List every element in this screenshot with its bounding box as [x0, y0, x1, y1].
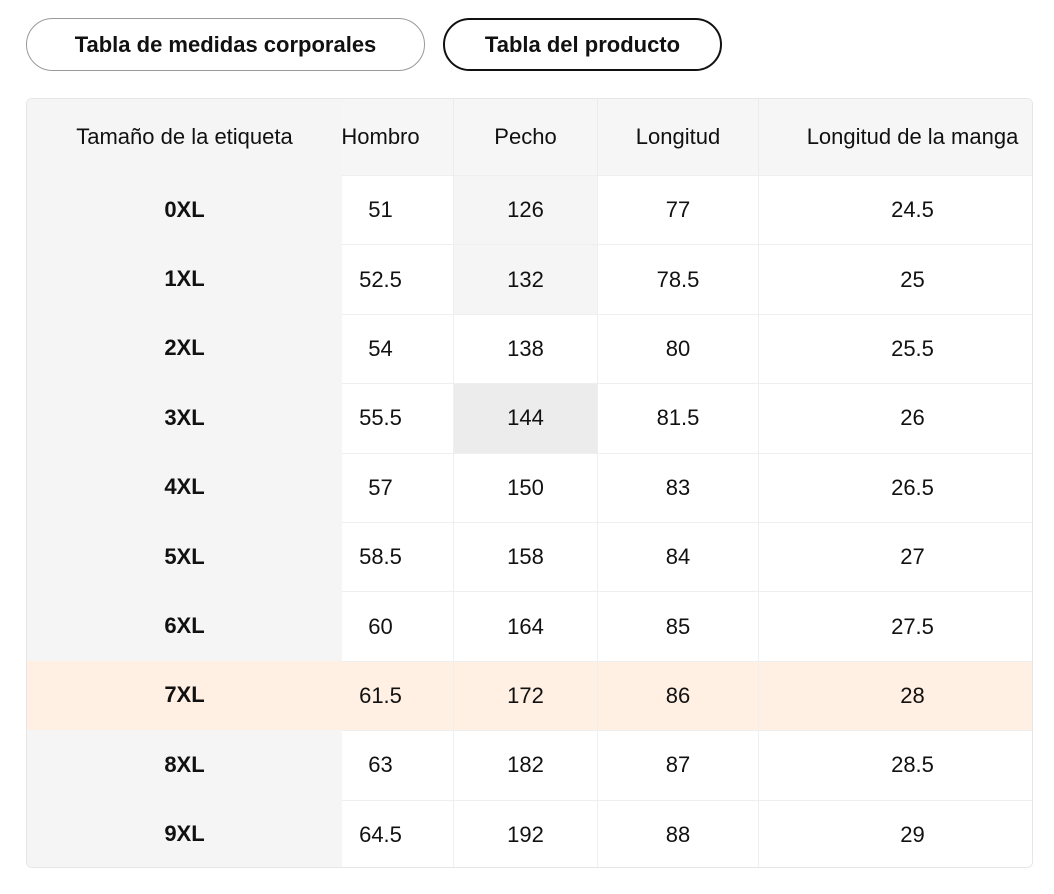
table-cell: 172 — [454, 660, 598, 731]
table-cell: 158 — [454, 522, 598, 592]
table-cell: 60 — [342, 591, 454, 661]
table-cell: 25 — [759, 244, 1032, 314]
row-label: 9XL — [27, 799, 342, 867]
table-cell: 138 — [454, 313, 598, 384]
row-label: 2XL — [27, 313, 342, 384]
row-label: 5XL — [27, 522, 342, 592]
row-label: 1XL — [27, 244, 342, 314]
scroll-area: Hombro Pecho Longitud Longitud de la manga 5… — [342, 99, 1032, 867]
table-cell: 55.5 — [342, 383, 454, 453]
table-cell: 64.5 — [342, 799, 454, 867]
table-cell: 58.5 — [342, 522, 454, 592]
table-cell: 126 — [454, 175, 598, 245]
tab[interactable]: Tabla de medidas corporales — [26, 18, 425, 71]
table-cell: 87 — [598, 730, 759, 800]
table-cell: 52.5 — [342, 244, 454, 314]
table-cell: 132 — [454, 244, 598, 314]
table-cell: 192 — [454, 799, 598, 867]
header-cell: Hombro — [342, 99, 454, 175]
row-label: 0XL — [27, 175, 342, 245]
table-cell: 164 — [454, 591, 598, 661]
header-cell: Tamaño de la etiqueta — [27, 99, 342, 175]
table-cell: 85 — [598, 591, 759, 661]
table-cell: 78.5 — [598, 244, 759, 314]
header-cell: Longitud — [598, 99, 759, 175]
table-cell: 51 — [342, 175, 454, 245]
table-cell: 80 — [598, 313, 759, 384]
table-cell: 88 — [598, 799, 759, 867]
size-table: Hombro Pecho Longitud Longitud de la manga 5… — [26, 98, 1033, 868]
row-label: 6XL — [27, 591, 342, 661]
table-cell: 54 — [342, 313, 454, 384]
table-cell: 29 — [759, 799, 1032, 867]
table-cell: 86 — [598, 660, 759, 731]
table-cell: 83 — [598, 452, 759, 522]
table-cell: 28 — [759, 660, 1032, 731]
scroll-content: Hombro Pecho Longitud Longitud de la manga 5… — [342, 99, 1032, 867]
row-label: 4XL — [27, 452, 342, 522]
table-cell: 144 — [454, 383, 598, 453]
tab-selected[interactable]: Tabla del producto — [443, 18, 722, 71]
table-cell: 150 — [454, 452, 598, 522]
table-cell: 63 — [342, 730, 454, 800]
table-cell: 77 — [598, 175, 759, 245]
table-cell: 25.5 — [759, 313, 1032, 384]
row-label: 8XL — [27, 730, 342, 800]
table-cell: 26 — [759, 383, 1032, 453]
header-cell: Pecho — [454, 99, 598, 175]
table-cell: 27.5 — [759, 591, 1032, 661]
table-cell: 27 — [759, 522, 1032, 592]
table-cell: 57 — [342, 452, 454, 522]
table-cell: 84 — [598, 522, 759, 592]
table-cell: 61.5 — [342, 660, 454, 731]
table-cell: 26.5 — [759, 452, 1032, 522]
table-cell: 28.5 — [759, 730, 1032, 800]
row-label: 7XL — [27, 660, 342, 731]
table-cell: 24.5 — [759, 175, 1032, 245]
header-cell: Longitud de la manga — [759, 99, 1032, 175]
table-cell: 182 — [454, 730, 598, 800]
table-cell: 81.5 — [598, 383, 759, 453]
row-label: 3XL — [27, 383, 342, 453]
